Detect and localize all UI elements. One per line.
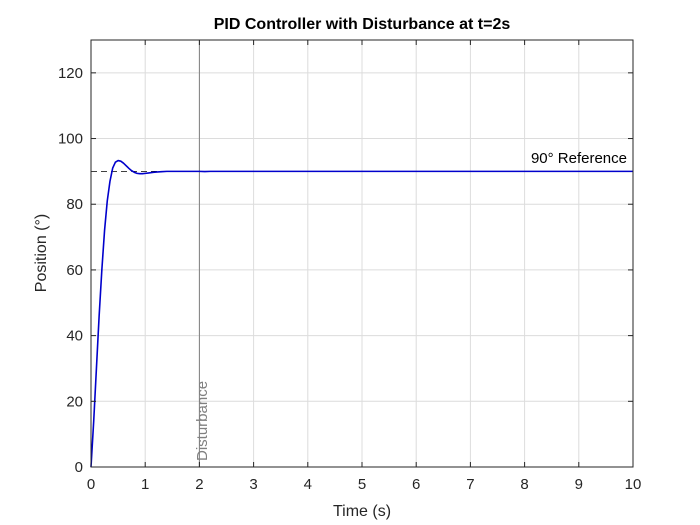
x-tick-label: 4: [304, 476, 312, 493]
x-tick-label: 5: [358, 476, 366, 493]
tick-marks: [90, 40, 634, 468]
x-tick-label: 10: [625, 476, 642, 493]
x-tick-label: 9: [575, 476, 583, 493]
x-tick-label: 2: [195, 476, 203, 493]
y-tick-label: 20: [66, 393, 83, 410]
reference-label: 90° Reference: [531, 150, 627, 167]
x-tick-label: 3: [249, 476, 257, 493]
disturbance-label: Disturbance: [194, 381, 211, 461]
y-tick-label: 80: [66, 196, 83, 213]
y-tick-label: 120: [58, 65, 83, 82]
y-tick-labels: 0 20 40 60 80 100 120: [58, 65, 83, 476]
chart-title: PID Controller with Disturbance at t=2s: [214, 16, 511, 33]
x-tick-labels: 0 1 2 3 4 5 6 7 8 9 10: [87, 476, 642, 493]
x-tick-label: 7: [466, 476, 474, 493]
x-tick-label: 1: [141, 476, 149, 493]
series-line: [90, 159, 633, 468]
y-tick-label: 60: [66, 262, 83, 279]
y-axis-label: Position (°): [33, 214, 50, 292]
x-tick-label: 6: [412, 476, 420, 493]
y-tick-label: 0: [75, 459, 83, 476]
y-tick-label: 40: [66, 328, 83, 345]
x-axis-label: Time (s): [333, 503, 391, 520]
x-tick-label: 8: [520, 476, 528, 493]
y-tick-label: 100: [58, 131, 83, 148]
series-group: [90, 159, 633, 468]
x-tick-label: 0: [87, 476, 95, 493]
